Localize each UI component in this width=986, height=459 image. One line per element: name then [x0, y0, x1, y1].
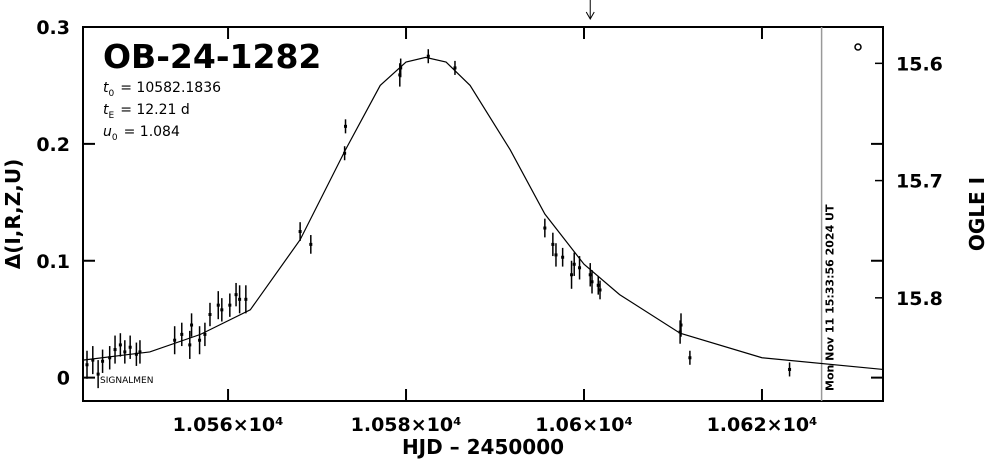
data-point [190, 323, 194, 327]
data-point [91, 358, 95, 362]
x-tick-label: 1.062×10⁴ [707, 414, 818, 436]
y2-axis-label: OGLE I [965, 177, 986, 251]
data-point [590, 280, 594, 284]
data-point [173, 338, 177, 342]
param-symbol: t [103, 80, 109, 96]
y-tick-label: 0.2 [36, 134, 70, 156]
y2-tick-label: 15.7 [896, 171, 943, 193]
param-subscript: 0 [112, 133, 118, 143]
param-symbol: t [103, 102, 109, 118]
y2-tick-label: 15.8 [896, 288, 943, 310]
data-point [180, 332, 184, 336]
data-point [309, 242, 313, 246]
data-point [244, 297, 248, 301]
x-tick-label: 1.06×10⁴ [535, 414, 633, 436]
x-axis-label: HJD – 2450000 [402, 435, 564, 459]
param-symbol: u [103, 124, 112, 140]
chart-title: OB-24-1282 [103, 37, 321, 76]
data-point [551, 242, 555, 246]
y-tick-label: 0 [57, 368, 70, 390]
data-point [134, 352, 138, 356]
data-point [188, 343, 192, 347]
data-point [344, 124, 348, 128]
param-value: = 1.084 [124, 124, 180, 140]
y-axis-label: Δ(I,R,Z,U) [1, 159, 25, 270]
x-tick-label: 1.058×10⁴ [351, 414, 462, 436]
arrow-head [585, 11, 595, 21]
data-point [399, 66, 403, 70]
data-point [298, 230, 302, 234]
data-point [123, 350, 127, 354]
data-point [688, 356, 692, 360]
data-point [453, 66, 457, 70]
param-value: = 12.21 d [120, 102, 190, 118]
data-point [228, 303, 232, 307]
data-point [234, 293, 238, 297]
model-curve [82, 56, 884, 371]
data-point [788, 367, 792, 371]
param-subscript: 0 [109, 89, 115, 99]
data-point [128, 345, 132, 349]
data-point [198, 338, 202, 342]
x-tick-label: 1.056×10⁴ [173, 414, 284, 436]
data-point [570, 273, 574, 277]
data-point [138, 350, 142, 354]
param-text: u0 = 1.084 [103, 124, 180, 143]
data-point [113, 348, 117, 352]
data-point [208, 313, 212, 317]
data-point [118, 343, 122, 347]
data-point [572, 262, 576, 266]
y2-tick-label: 15.6 [896, 53, 943, 75]
y-tick-label: 0.1 [36, 251, 70, 273]
data-point [598, 288, 602, 292]
param-text: t0 = 10582.1836 [103, 80, 221, 99]
data-point [426, 54, 430, 58]
data-point [96, 372, 100, 376]
param-text: tE = 12.21 d [103, 102, 190, 121]
param-value: = 10582.1836 [120, 80, 221, 96]
data-point [554, 253, 558, 257]
data-point [679, 323, 683, 327]
data-point [398, 73, 402, 77]
data-point [85, 363, 89, 367]
data-point [596, 283, 600, 287]
data-point [238, 297, 242, 301]
plot-frame [82, 26, 884, 402]
data-point [578, 266, 582, 270]
date-label: Mon Nov 11 15:33:56 2024 UT [824, 204, 837, 391]
data-point [678, 330, 682, 334]
footnote: SIGNALMEN [100, 376, 153, 386]
data-point [343, 151, 347, 155]
data-point [588, 273, 592, 277]
data-point [220, 308, 224, 312]
data-point [543, 226, 547, 230]
data-point [108, 356, 112, 360]
param-subscript: E [109, 111, 115, 121]
data-point [216, 303, 220, 307]
data-point [561, 255, 565, 259]
marker-icon [854, 43, 862, 51]
y-tick-label: 0.3 [36, 17, 70, 39]
data-point [101, 359, 105, 363]
data-point [203, 332, 207, 336]
